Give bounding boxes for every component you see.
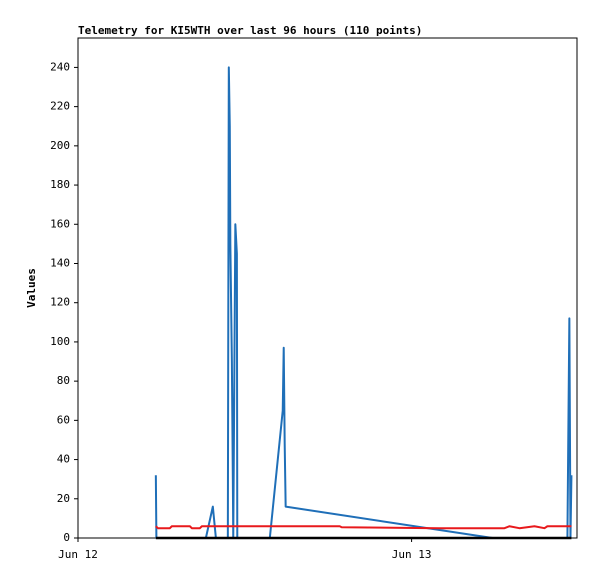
series-line	[155, 525, 572, 530]
y-axis-label: Values	[25, 268, 38, 308]
x-tick-label: Jun 12	[58, 548, 98, 561]
x-tick-label: Jun 13	[392, 548, 432, 561]
y-tick-label: 180	[50, 178, 70, 191]
y-tick-label: 100	[50, 335, 70, 348]
y-tick-label: 80	[57, 374, 70, 387]
y-tick-label: 20	[57, 492, 70, 505]
y-tick-label: 240	[50, 60, 70, 73]
y-tick-label: 120	[50, 296, 70, 309]
y-tick-label: 140	[50, 256, 70, 269]
y-tick-label: 200	[50, 139, 70, 152]
chart-title: Telemetry for KI5WTH over last 96 hours …	[78, 24, 422, 37]
y-tick-label: 40	[57, 453, 70, 466]
y-tick-label: 60	[57, 413, 70, 426]
y-tick-label: 160	[50, 217, 70, 230]
y-tick-label: 0	[63, 531, 70, 544]
y-tick-label: 220	[50, 100, 70, 113]
